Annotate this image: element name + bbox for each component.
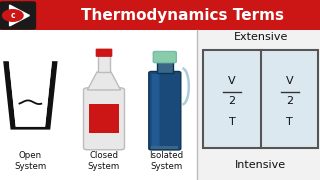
FancyBboxPatch shape — [0, 1, 36, 30]
Text: Isolated
System: Isolated System — [149, 151, 183, 171]
Text: Extensive: Extensive — [234, 32, 288, 42]
FancyBboxPatch shape — [203, 50, 318, 148]
FancyBboxPatch shape — [0, 0, 320, 30]
Text: V: V — [286, 76, 293, 86]
FancyBboxPatch shape — [151, 146, 178, 149]
FancyBboxPatch shape — [152, 74, 159, 147]
Polygon shape — [87, 72, 121, 90]
Text: Closed
System: Closed System — [88, 151, 120, 171]
Text: c: c — [11, 11, 15, 20]
Polygon shape — [9, 61, 52, 127]
FancyBboxPatch shape — [96, 49, 112, 57]
FancyBboxPatch shape — [0, 30, 197, 180]
FancyBboxPatch shape — [84, 88, 124, 150]
FancyBboxPatch shape — [153, 51, 176, 63]
FancyBboxPatch shape — [197, 30, 320, 180]
FancyBboxPatch shape — [89, 103, 119, 133]
FancyBboxPatch shape — [98, 55, 110, 72]
Text: 2: 2 — [286, 96, 293, 106]
Text: Intensive: Intensive — [235, 160, 286, 170]
Text: V: V — [228, 76, 236, 86]
Circle shape — [3, 10, 23, 21]
FancyBboxPatch shape — [157, 60, 173, 73]
Polygon shape — [3, 61, 58, 130]
Text: Open
System: Open System — [14, 151, 46, 171]
FancyBboxPatch shape — [149, 71, 181, 150]
Text: 2: 2 — [228, 96, 236, 106]
Text: T: T — [286, 117, 293, 127]
Polygon shape — [10, 5, 29, 26]
Text: Thermodynamics Terms: Thermodynamics Terms — [81, 8, 284, 23]
Text: T: T — [228, 117, 236, 127]
